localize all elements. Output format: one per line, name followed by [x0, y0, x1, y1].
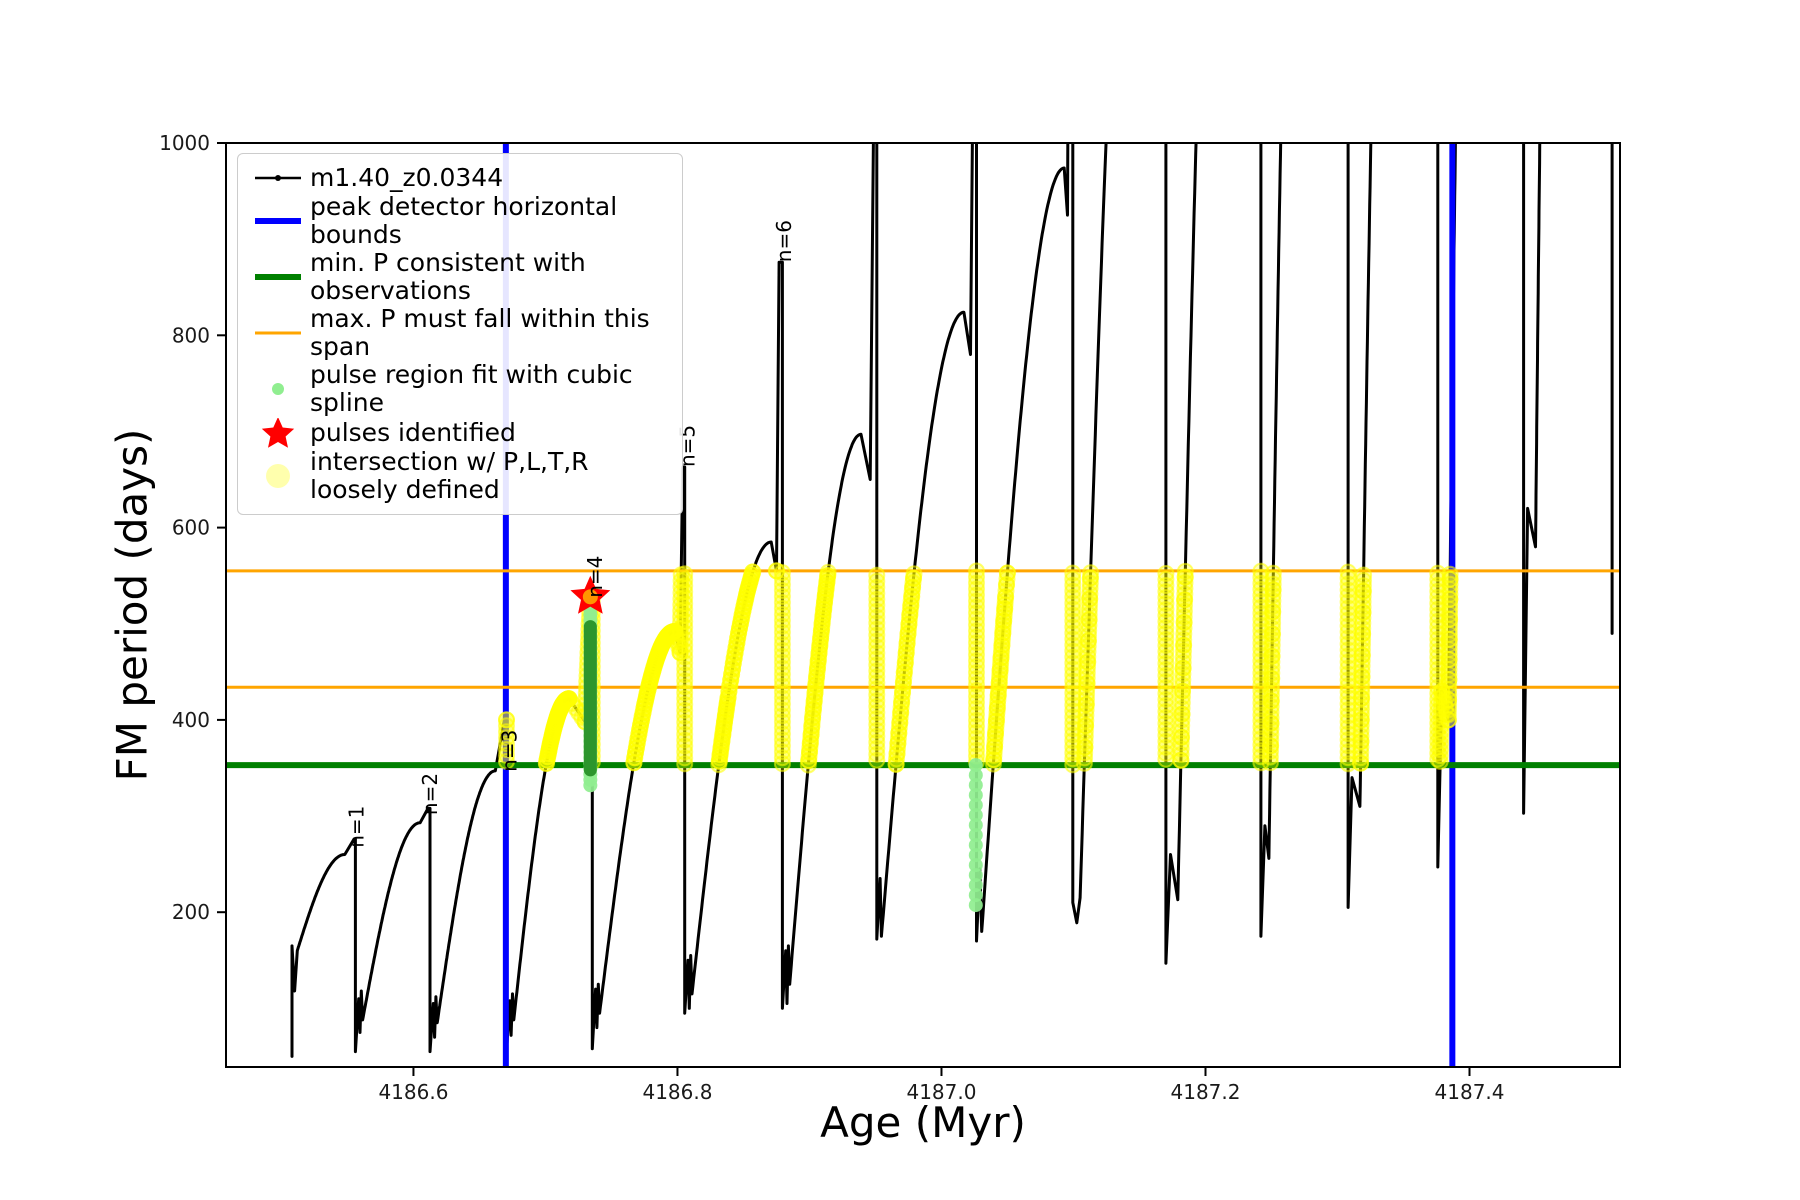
- x-tick-label: 4187.2: [1171, 1080, 1241, 1104]
- y-tick-label: 1000: [159, 131, 210, 155]
- legend-entry: pulses identified: [246, 417, 672, 448]
- legend-label: intersection w/ P,L,T,R loosely defined: [310, 447, 589, 504]
- x-tick-label: 4186.8: [642, 1080, 712, 1104]
- x-tick-label: 4187.4: [1435, 1080, 1505, 1104]
- x-tick-label: 4187.0: [906, 1080, 976, 1104]
- legend-label: pulse region fit with cubic spline: [310, 360, 633, 417]
- legend-label: peak detector horizontal bounds: [310, 192, 618, 249]
- legend-line-swatch: [246, 318, 310, 348]
- legend-line-swatch: [246, 206, 310, 236]
- fm-period-track: [290, 143, 1614, 1058]
- y-tick-label: 600: [172, 516, 210, 540]
- legend-entry: intersection w/ P,L,T,R loosely defined: [246, 448, 672, 504]
- intersection-markers: [498, 562, 1459, 774]
- annotation-n-3: n=3: [497, 730, 521, 772]
- annotation-n-6: n=6: [772, 220, 796, 262]
- x-tick-label: 4186.6: [378, 1080, 448, 1104]
- spline-fit-region: [968, 758, 983, 913]
- legend-entry: m1.40_z0.0344: [246, 162, 672, 193]
- legend-label: max. P must fall within this span: [310, 304, 650, 361]
- plot-area: [226, 143, 1620, 1067]
- legend-label: pulses identified: [310, 417, 516, 447]
- legend-dot-swatch: [246, 461, 310, 491]
- annotation-n-4: n=4: [583, 556, 607, 598]
- legend-line-dot-swatch: [246, 163, 310, 193]
- legend-entry: max. P must fall within this span: [246, 305, 672, 361]
- x-axis-label: Age (Myr): [820, 1098, 1026, 1147]
- legend-label: min. P consistent with observations: [310, 248, 586, 305]
- y-tick-label: 200: [172, 900, 210, 924]
- y-tick-label: 800: [172, 323, 210, 347]
- legend-star-icon: [246, 417, 310, 448]
- legend-label: m1.40_z0.0344: [310, 162, 504, 192]
- annotation-n-2: n=2: [418, 773, 442, 815]
- plot-border: [225, 142, 1621, 1068]
- y-axis-label: FM period (days): [107, 428, 157, 782]
- annotation-n-1: n=1: [344, 806, 368, 848]
- legend-entry: min. P consistent with observations: [246, 249, 672, 305]
- legend: m1.40_z0.0344 peak detector horizontal bo…: [237, 153, 683, 515]
- pulse-centre-dot: [582, 589, 598, 605]
- legend-dot-swatch: [246, 374, 310, 404]
- legend-entry: peak detector horizontal bounds: [246, 193, 672, 249]
- y-tick-label: 400: [172, 708, 210, 732]
- legend-entry: pulse region fit with cubic spline: [246, 361, 672, 417]
- legend-line-swatch: [246, 262, 310, 292]
